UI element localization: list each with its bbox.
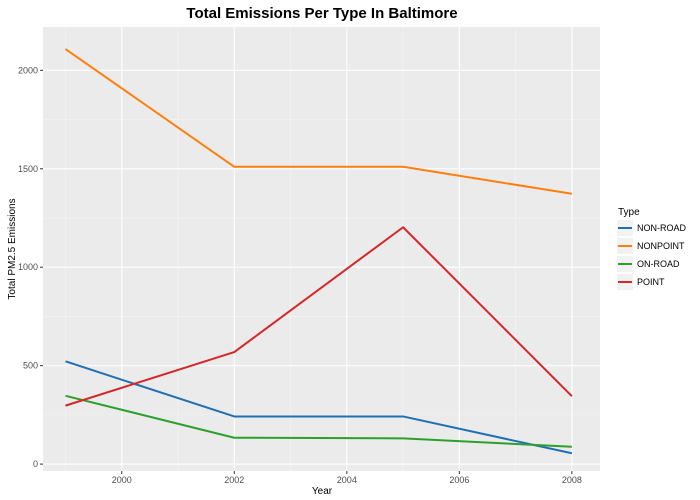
legend: Type NON-ROAD NONPOINT ON-ROAD POINT xyxy=(617,207,686,290)
y-axis-title: Total PM2.5 Emissions xyxy=(7,198,18,299)
series-line-on-road xyxy=(65,394,572,448)
legend-label: ON-ROAD xyxy=(637,259,680,269)
x-tick-label: 2008 xyxy=(562,475,582,485)
x-tick-label: 2006 xyxy=(449,475,469,485)
major-gridlines xyxy=(43,27,600,471)
x-tick-label: 2000 xyxy=(112,475,132,485)
y-tick-label: 0 xyxy=(33,459,38,469)
y-tick-label: 1500 xyxy=(18,164,38,174)
series-line-nonpoint xyxy=(64,48,573,195)
legend-item-point: POINT xyxy=(617,274,665,290)
y-tick-label: 2000 xyxy=(18,65,38,75)
series-lines xyxy=(64,48,573,455)
x-tick-label: 2004 xyxy=(337,475,357,485)
chart-title: Total Emissions Per Type In Baltimore xyxy=(186,5,457,22)
legend-items: NON-ROAD NONPOINT ON-ROAD POINT xyxy=(617,220,686,290)
minor-gridlines xyxy=(43,27,600,471)
y-tick-label: 500 xyxy=(23,361,38,371)
legend-label: POINT xyxy=(637,277,665,287)
series-line-point xyxy=(65,226,573,407)
legend-title: Type xyxy=(618,207,640,218)
series-line-non-road xyxy=(65,360,573,455)
legend-label: NONPOINT xyxy=(637,241,685,251)
legend-item-on-road: ON-ROAD xyxy=(617,256,680,272)
y-axis: 0 500 1000 1500 2000 xyxy=(18,65,43,469)
x-axis-title: Year xyxy=(312,486,333,497)
legend-item-non-road: NON-ROAD xyxy=(617,220,686,236)
x-axis: 2000 2002 2004 2006 2008 xyxy=(112,471,582,485)
plot-panel xyxy=(43,27,600,471)
legend-item-nonpoint: NONPOINT xyxy=(617,238,685,254)
x-tick-label: 2002 xyxy=(224,475,244,485)
legend-label: NON-ROAD xyxy=(637,223,686,233)
y-tick-label: 1000 xyxy=(18,262,38,272)
